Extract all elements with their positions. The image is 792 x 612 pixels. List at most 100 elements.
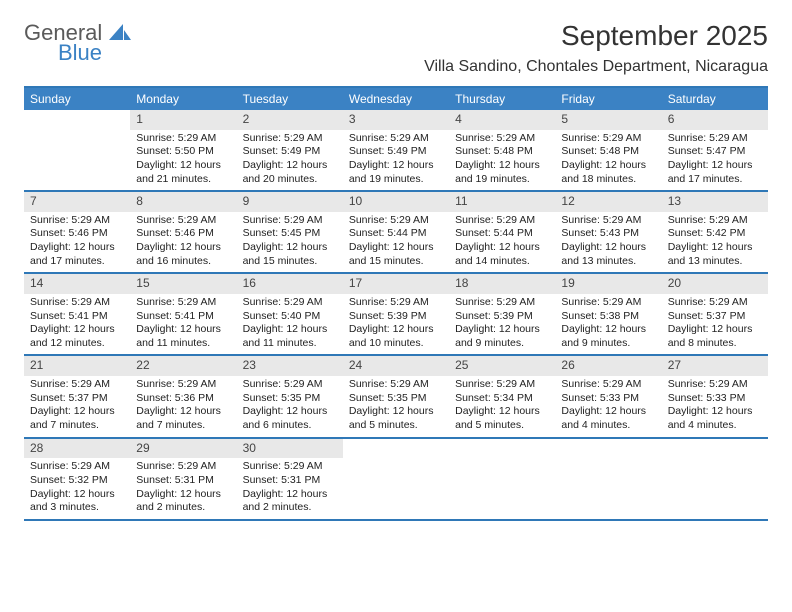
calendar-cell: 5Sunrise: 5:29 AMSunset: 5:48 PMDaylight…: [555, 110, 661, 190]
calendar-cell: 20Sunrise: 5:29 AMSunset: 5:37 PMDayligh…: [662, 274, 768, 354]
sunset-text: Sunset: 5:49 PM: [243, 145, 337, 159]
sunset-text: Sunset: 5:41 PM: [136, 310, 230, 324]
cell-body: Sunrise: 5:29 AMSunset: 5:46 PMDaylight:…: [130, 212, 236, 273]
calendar-cell: 21Sunrise: 5:29 AMSunset: 5:37 PMDayligh…: [24, 356, 130, 436]
cell-body: Sunrise: 5:29 AMSunset: 5:47 PMDaylight:…: [662, 130, 768, 191]
sunset-text: Sunset: 5:34 PM: [455, 392, 549, 406]
daylight-text: Daylight: 12 hours and 9 minutes.: [455, 323, 549, 350]
daylight-text: Daylight: 12 hours and 4 minutes.: [668, 405, 762, 432]
cell-body: [449, 443, 555, 449]
daylight-text: Daylight: 12 hours and 14 minutes.: [455, 241, 549, 268]
day-number: 25: [449, 356, 555, 376]
cell-body: Sunrise: 5:29 AMSunset: 5:43 PMDaylight:…: [555, 212, 661, 273]
daylight-text: Daylight: 12 hours and 7 minutes.: [136, 405, 230, 432]
day-number: 8: [130, 192, 236, 212]
sunset-text: Sunset: 5:45 PM: [243, 227, 337, 241]
daylight-text: Daylight: 12 hours and 18 minutes.: [561, 159, 655, 186]
dayhead-thursday: Thursday: [449, 88, 555, 110]
day-number: 21: [24, 356, 130, 376]
sunrise-text: Sunrise: 5:29 AM: [30, 378, 124, 392]
sunset-text: Sunset: 5:31 PM: [243, 474, 337, 488]
cell-body: Sunrise: 5:29 AMSunset: 5:48 PMDaylight:…: [555, 130, 661, 191]
daylight-text: Daylight: 12 hours and 16 minutes.: [136, 241, 230, 268]
calendar-cell: 14Sunrise: 5:29 AMSunset: 5:41 PMDayligh…: [24, 274, 130, 354]
cell-body: Sunrise: 5:29 AMSunset: 5:32 PMDaylight:…: [24, 458, 130, 519]
daylight-text: Daylight: 12 hours and 8 minutes.: [668, 323, 762, 350]
day-number: 29: [130, 439, 236, 459]
calendar-cell: 30Sunrise: 5:29 AMSunset: 5:31 PMDayligh…: [237, 439, 343, 519]
daylight-text: Daylight: 12 hours and 6 minutes.: [243, 405, 337, 432]
sunrise-text: Sunrise: 5:29 AM: [455, 132, 549, 146]
sunrise-text: Sunrise: 5:29 AM: [561, 214, 655, 228]
daylight-text: Daylight: 12 hours and 20 minutes.: [243, 159, 337, 186]
sunset-text: Sunset: 5:39 PM: [349, 310, 443, 324]
sunrise-text: Sunrise: 5:29 AM: [243, 132, 337, 146]
calendar-cell: 1Sunrise: 5:29 AMSunset: 5:50 PMDaylight…: [130, 110, 236, 190]
calendar-cell: 3Sunrise: 5:29 AMSunset: 5:49 PMDaylight…: [343, 110, 449, 190]
weeks-container: 1Sunrise: 5:29 AMSunset: 5:50 PMDaylight…: [24, 110, 768, 521]
daylight-text: Daylight: 12 hours and 19 minutes.: [349, 159, 443, 186]
sunset-text: Sunset: 5:48 PM: [455, 145, 549, 159]
header: General Blue September 2025 Villa Sandin…: [24, 20, 768, 76]
dayhead-wednesday: Wednesday: [343, 88, 449, 110]
calendar-cell: [449, 439, 555, 519]
sunrise-text: Sunrise: 5:29 AM: [561, 132, 655, 146]
dayhead-tuesday: Tuesday: [237, 88, 343, 110]
sunset-text: Sunset: 5:35 PM: [349, 392, 443, 406]
sunrise-text: Sunrise: 5:29 AM: [455, 214, 549, 228]
calendar-cell: 15Sunrise: 5:29 AMSunset: 5:41 PMDayligh…: [130, 274, 236, 354]
cell-body: Sunrise: 5:29 AMSunset: 5:33 PMDaylight:…: [662, 376, 768, 437]
day-number: 6: [662, 110, 768, 130]
calendar-cell: 16Sunrise: 5:29 AMSunset: 5:40 PMDayligh…: [237, 274, 343, 354]
sunset-text: Sunset: 5:46 PM: [136, 227, 230, 241]
calendar-cell: 18Sunrise: 5:29 AMSunset: 5:39 PMDayligh…: [449, 274, 555, 354]
sunrise-text: Sunrise: 5:29 AM: [668, 132, 762, 146]
daylight-text: Daylight: 12 hours and 15 minutes.: [243, 241, 337, 268]
cell-body: Sunrise: 5:29 AMSunset: 5:39 PMDaylight:…: [449, 294, 555, 355]
sunrise-text: Sunrise: 5:29 AM: [136, 460, 230, 474]
sunset-text: Sunset: 5:39 PM: [455, 310, 549, 324]
cell-body: Sunrise: 5:29 AMSunset: 5:41 PMDaylight:…: [130, 294, 236, 355]
day-number: 10: [343, 192, 449, 212]
cell-body: Sunrise: 5:29 AMSunset: 5:40 PMDaylight:…: [237, 294, 343, 355]
calendar-cell: 22Sunrise: 5:29 AMSunset: 5:36 PMDayligh…: [130, 356, 236, 436]
sunset-text: Sunset: 5:31 PM: [136, 474, 230, 488]
daylight-text: Daylight: 12 hours and 12 minutes.: [30, 323, 124, 350]
sunset-text: Sunset: 5:41 PM: [30, 310, 124, 324]
sunset-text: Sunset: 5:35 PM: [243, 392, 337, 406]
day-header-row: Sunday Monday Tuesday Wednesday Thursday…: [24, 88, 768, 110]
daylight-text: Daylight: 12 hours and 5 minutes.: [349, 405, 443, 432]
day-number: 26: [555, 356, 661, 376]
day-number: 11: [449, 192, 555, 212]
day-number: 2: [237, 110, 343, 130]
daylight-text: Daylight: 12 hours and 15 minutes.: [349, 241, 443, 268]
day-number: 15: [130, 274, 236, 294]
daylight-text: Daylight: 12 hours and 4 minutes.: [561, 405, 655, 432]
calendar: Sunday Monday Tuesday Wednesday Thursday…: [24, 86, 768, 521]
day-number: 13: [662, 192, 768, 212]
sunset-text: Sunset: 5:40 PM: [243, 310, 337, 324]
logo-text-blue: Blue: [58, 40, 131, 66]
logo-sail-icon: [109, 24, 131, 40]
cell-body: Sunrise: 5:29 AMSunset: 5:31 PMDaylight:…: [130, 458, 236, 519]
calendar-cell: 25Sunrise: 5:29 AMSunset: 5:34 PMDayligh…: [449, 356, 555, 436]
cell-body: Sunrise: 5:29 AMSunset: 5:50 PMDaylight:…: [130, 130, 236, 191]
cell-body: Sunrise: 5:29 AMSunset: 5:37 PMDaylight:…: [24, 376, 130, 437]
day-number: 5: [555, 110, 661, 130]
week-row: 7Sunrise: 5:29 AMSunset: 5:46 PMDaylight…: [24, 192, 768, 274]
sunset-text: Sunset: 5:42 PM: [668, 227, 762, 241]
calendar-cell: [24, 110, 130, 190]
calendar-cell: 17Sunrise: 5:29 AMSunset: 5:39 PMDayligh…: [343, 274, 449, 354]
day-number: 9: [237, 192, 343, 212]
sunrise-text: Sunrise: 5:29 AM: [349, 214, 443, 228]
calendar-cell: 7Sunrise: 5:29 AMSunset: 5:46 PMDaylight…: [24, 192, 130, 272]
day-number: 22: [130, 356, 236, 376]
dayhead-friday: Friday: [555, 88, 661, 110]
day-number: 1: [130, 110, 236, 130]
sunrise-text: Sunrise: 5:29 AM: [30, 460, 124, 474]
daylight-text: Daylight: 12 hours and 11 minutes.: [243, 323, 337, 350]
sunset-text: Sunset: 5:47 PM: [668, 145, 762, 159]
sunset-text: Sunset: 5:49 PM: [349, 145, 443, 159]
sunset-text: Sunset: 5:33 PM: [668, 392, 762, 406]
sunrise-text: Sunrise: 5:29 AM: [243, 214, 337, 228]
